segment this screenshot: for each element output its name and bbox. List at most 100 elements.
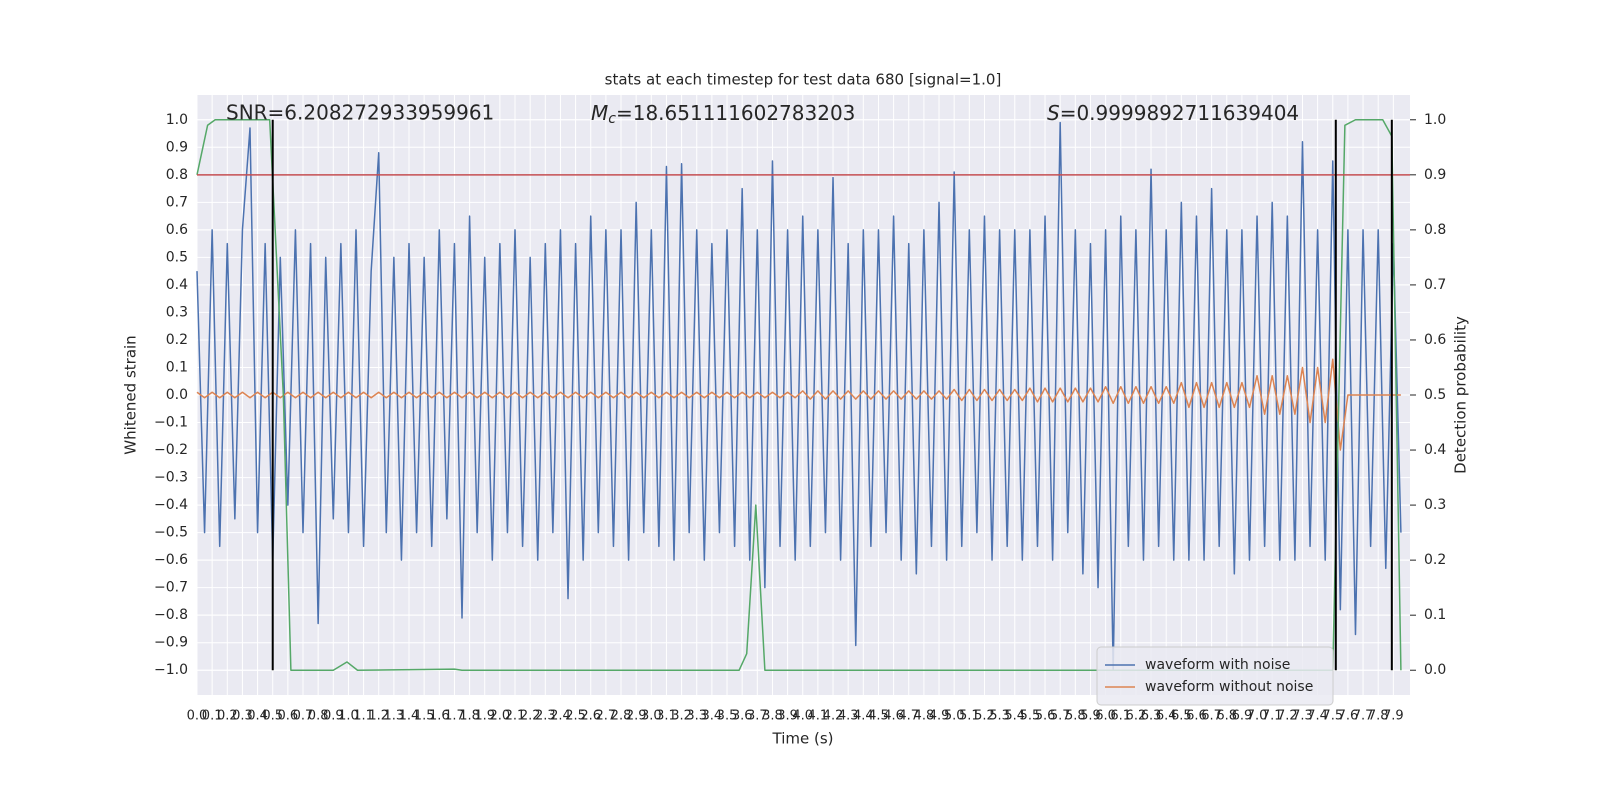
y-tick-label: −0.4 — [154, 497, 188, 513]
x-tick-label: 4.8 — [914, 709, 935, 724]
x-tick-label: 3.0 — [641, 709, 662, 724]
series-line — [196, 119, 1402, 671]
x-tick-label: 7.7 — [1353, 709, 1374, 724]
x-tick-label: 1.2 — [368, 709, 389, 724]
x-tick-label: 5.8 — [1065, 709, 1086, 724]
x-tick-label: 0.7 — [293, 709, 314, 724]
x-tick-label: 2.2 — [520, 709, 541, 724]
annotation-symbol: S — [1047, 101, 1060, 125]
x-tick-label: 4.4 — [853, 709, 874, 724]
y2-tick-label: 0.7 — [1424, 277, 1446, 293]
x-axis-label: Time (s) — [772, 730, 834, 748]
annotation: S=0.9999892711639404 — [1047, 101, 1299, 125]
y-tick-label: −0.5 — [154, 525, 188, 541]
x-tick-label: 2.4 — [550, 709, 571, 724]
y-tick-label: −0.6 — [154, 552, 188, 568]
x-tick-label: 3.3 — [686, 709, 707, 724]
x-tick-label: 7.5 — [1322, 709, 1343, 724]
legend-box — [1096, 646, 1334, 706]
x-tick-label: 1.6 — [429, 709, 450, 724]
x-tick-label: 5.4 — [1004, 709, 1025, 724]
x-tick-label: 1.1 — [353, 709, 374, 724]
x-tick-label: 0.8 — [308, 709, 329, 724]
y2-tick-label: 0.4 — [1424, 442, 1446, 458]
x-tick-label: 2.0 — [490, 709, 511, 724]
series-line — [196, 358, 1401, 451]
legend-label: waveform without noise — [1145, 679, 1313, 695]
x-tick-label: 4.3 — [838, 709, 859, 724]
x-tick-label: 5.3 — [989, 709, 1010, 724]
y2-axis-label: Detection probability — [1452, 316, 1470, 474]
x-tick-label: 6.1 — [1110, 709, 1131, 724]
x-tick-label: 5.2 — [974, 709, 995, 724]
x-tick-label: 7.8 — [1368, 709, 1389, 724]
y-tick-label: 0.0 — [166, 387, 188, 403]
x-tick-label: 4.9 — [929, 709, 950, 724]
x-tick-label: 5.0 — [944, 709, 965, 724]
x-tick-label: 7.9 — [1383, 709, 1404, 724]
y-tick-label: 0.5 — [166, 249, 188, 265]
x-tick-label: 7.0 — [1247, 709, 1268, 724]
x-tick-label: 7.2 — [1277, 709, 1298, 724]
x-tick-label: 2.3 — [535, 709, 556, 724]
y2-tick-label: 1.0 — [1424, 112, 1446, 128]
x-tick-label: 4.7 — [898, 709, 919, 724]
annotation-text: =0.9999892711639404 — [1060, 101, 1299, 125]
y2-tick-label: 0.3 — [1424, 497, 1446, 513]
x-tick-label: 0.5 — [262, 709, 283, 724]
y-tick-label: 0.6 — [166, 222, 188, 238]
x-tick-label: 6.4 — [1156, 709, 1177, 724]
x-tick-label: 0.9 — [323, 709, 344, 724]
x-tick-label: 3.6 — [732, 709, 753, 724]
x-tick-label: 3.2 — [671, 709, 692, 724]
x-tick-label: 1.0 — [338, 709, 359, 724]
x-tick-label: 1.4 — [399, 709, 420, 724]
x-tick-label: 1.9 — [474, 709, 495, 724]
x-tick-label: 5.6 — [1035, 709, 1056, 724]
series-line — [196, 121, 1402, 671]
x-tick-label: 1.8 — [459, 709, 480, 724]
y2-tick-label: 0.6 — [1424, 332, 1446, 348]
x-tick-label: 3.9 — [777, 709, 798, 724]
y-tick-label: 0.2 — [166, 332, 188, 348]
x-tick-label: 6.5 — [1171, 709, 1192, 724]
x-tick-label: 6.9 — [1232, 709, 1253, 724]
y-tick-label: −0.8 — [154, 607, 188, 623]
x-tick-label: 4.1 — [808, 709, 829, 724]
x-tick-label: 2.6 — [580, 709, 601, 724]
y-tick-label: 0.8 — [166, 167, 188, 183]
x-tick-label: 4.2 — [823, 709, 844, 724]
x-tick-label: 7.1 — [1262, 709, 1283, 724]
legend-label: waveform with noise — [1145, 657, 1290, 673]
x-tick-label: 3.7 — [747, 709, 768, 724]
y-tick-label: −0.7 — [154, 580, 188, 596]
x-tick-label: 0.2 — [217, 709, 238, 724]
x-tick-label: 4.5 — [868, 709, 889, 724]
annotation-text: =18.651111602783203 — [616, 101, 855, 125]
y2-tick-label: 0.0 — [1424, 662, 1446, 678]
x-tick-label: 6.0 — [1095, 709, 1116, 724]
y-tick-label: −0.3 — [154, 470, 188, 486]
x-tick-label: 2.8 — [611, 709, 632, 724]
x-tick-label: 5.7 — [1050, 709, 1071, 724]
y-tick-label: 0.7 — [166, 194, 188, 210]
chart-title: stats at each timestep for test data 680… — [605, 71, 1002, 89]
x-tick-label: 7.4 — [1307, 709, 1328, 724]
x-tick-label: 6.7 — [1201, 709, 1222, 724]
y2-tick-label: 0.5 — [1424, 387, 1446, 403]
y-tick-label: −1.0 — [154, 662, 188, 678]
x-tick-label: 5.1 — [959, 709, 980, 724]
x-tick-label: 5.5 — [1020, 709, 1041, 724]
annotation: Mc=18.651111602783203 — [591, 101, 855, 128]
x-tick-label: 0.3 — [232, 709, 253, 724]
y-tick-label: 0.3 — [166, 304, 188, 320]
y-tick-label: −0.9 — [154, 635, 188, 651]
x-tick-label: 0.4 — [247, 709, 268, 724]
x-tick-label: 6.3 — [1141, 709, 1162, 724]
y2-tick-label: 0.2 — [1424, 552, 1446, 568]
annotation-symbol: M — [591, 101, 608, 125]
y-tick-label: 0.9 — [166, 139, 188, 155]
y-tick-label: −0.1 — [154, 415, 188, 431]
x-tick-label: 6.8 — [1216, 709, 1237, 724]
